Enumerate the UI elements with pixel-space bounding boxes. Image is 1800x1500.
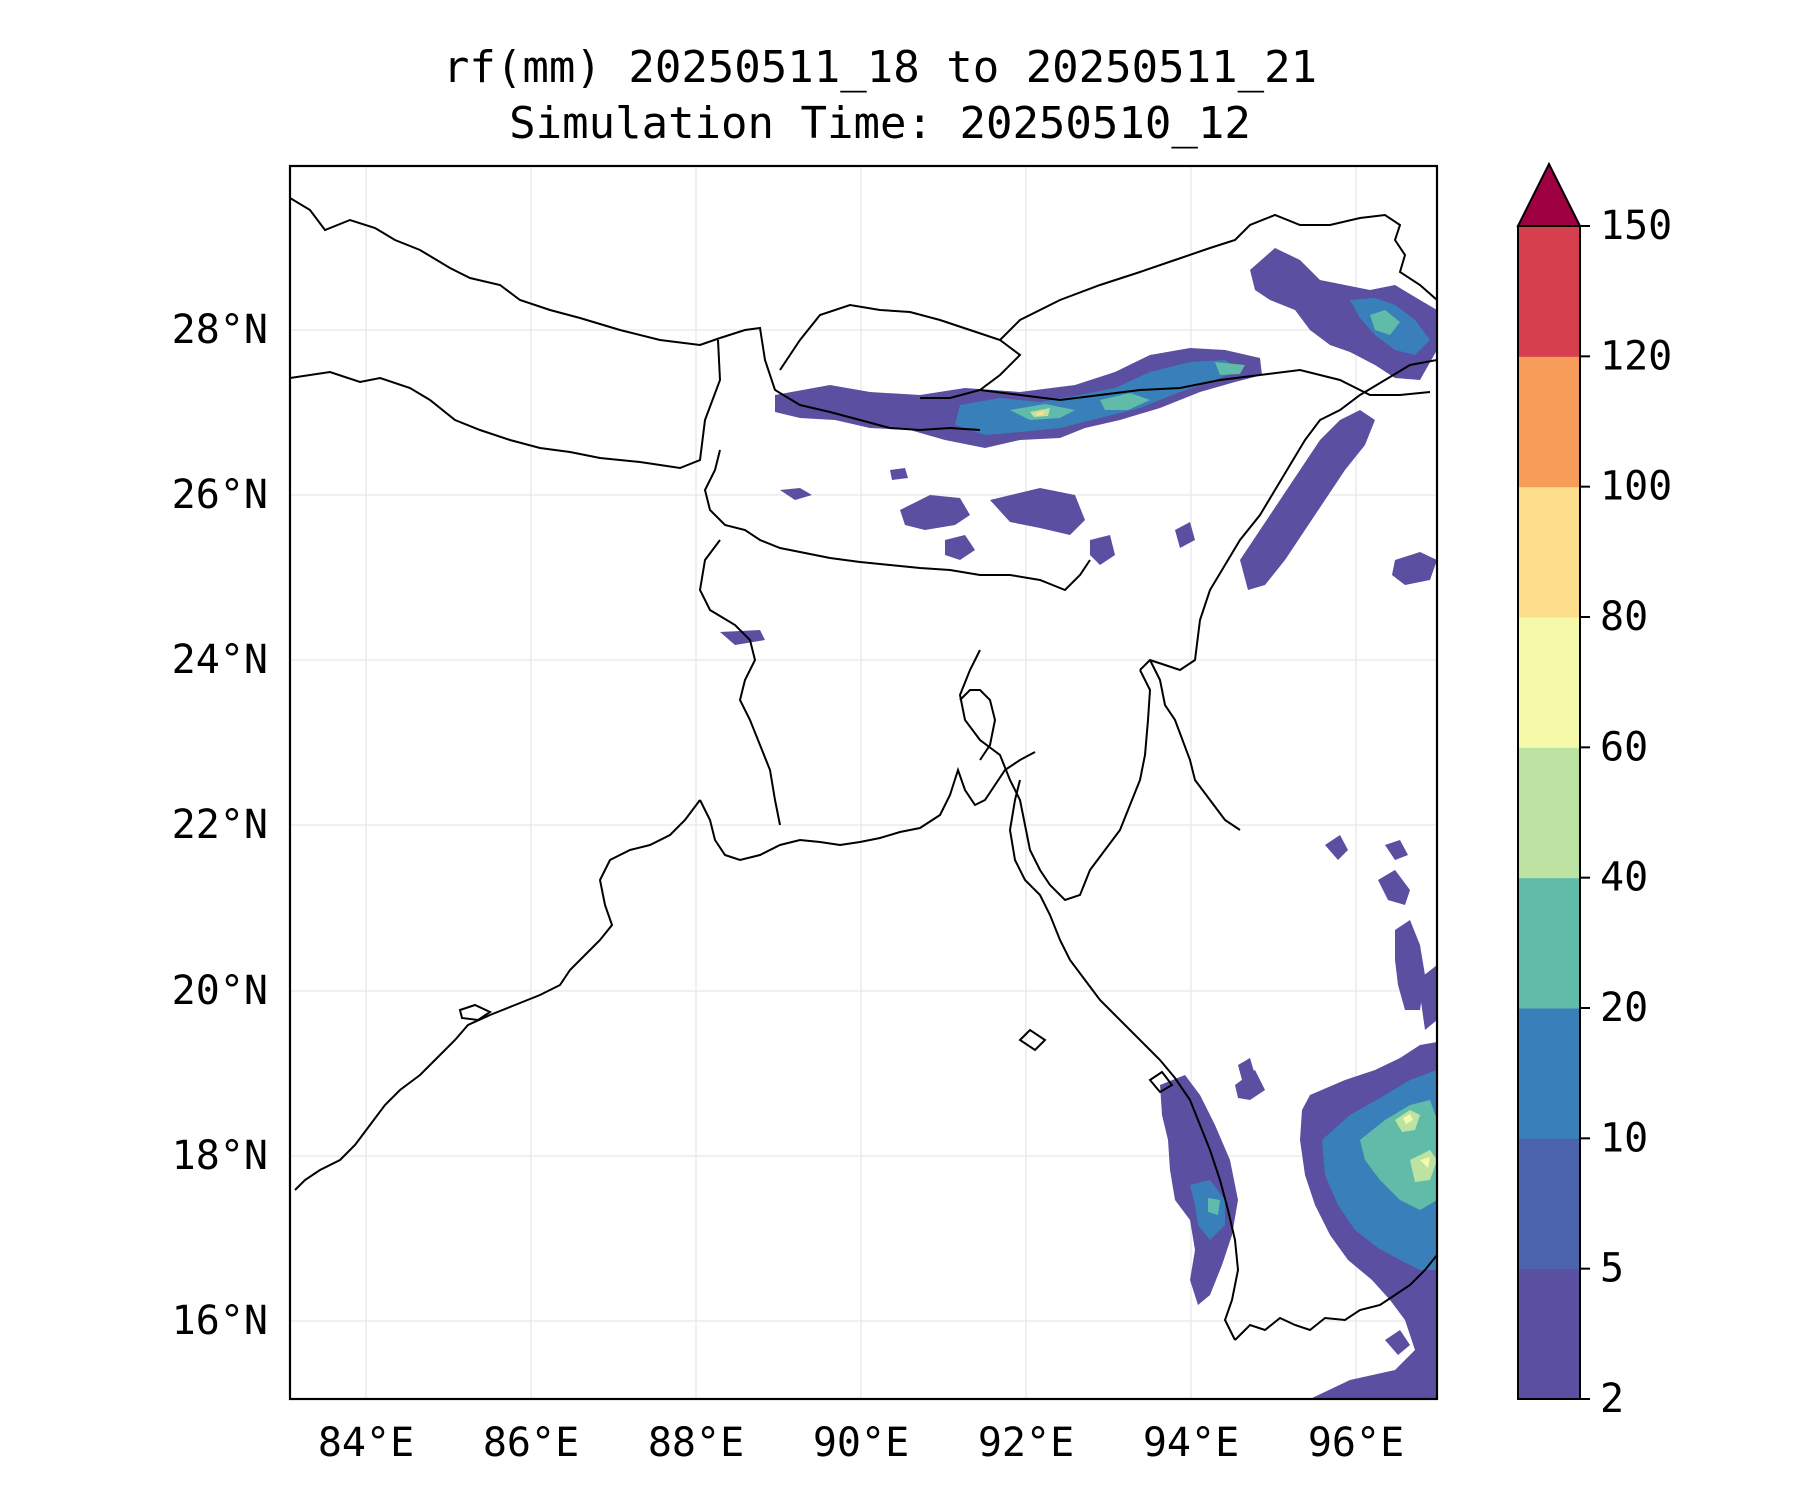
- map-content: [290, 197, 1437, 1399]
- lat-tick-label: 16°N: [172, 1298, 268, 1344]
- coast-islands: [458, 1003, 1174, 1094]
- nepal-south-border: [290, 339, 722, 470]
- rain-area-northeast-20: [1370, 310, 1400, 335]
- lon-tick-label: 94°E: [1143, 1420, 1239, 1466]
- colorbar-tick-label: 100: [1600, 464, 1672, 510]
- myanmar-north-border: [1139, 359, 1437, 672]
- lat-tick-label: 22°N: [172, 802, 268, 848]
- colorbar: 2 5 10 20 40 60 80 100 120 150: [1516, 161, 1672, 1422]
- colorbar-tick-label: 150: [1600, 203, 1672, 249]
- colorbar-segment: [1518, 1268, 1580, 1400]
- irrawaddy-delta-coast: [1234, 1254, 1437, 1341]
- colorbar-segment: [1518, 617, 1580, 748]
- lon-tick-label: 90°E: [813, 1420, 909, 1466]
- rain-area-northeast: [1250, 248, 1437, 380]
- bangladesh-northwest: [703, 449, 1091, 592]
- colorbar-tick-label: 120: [1600, 333, 1672, 379]
- rainfall-contours: [720, 248, 1437, 1399]
- india-east-coast: [294, 799, 701, 1191]
- gridlines: [290, 166, 1437, 1399]
- bangladesh-east: [958, 649, 1152, 902]
- rain-area-assam-band-80: [1036, 411, 1044, 416]
- lon-tick-label: 96°E: [1308, 1420, 1404, 1466]
- tripura-loop: [959, 689, 997, 761]
- nepal-north-border: [290, 197, 721, 347]
- lon-tick-label: 86°E: [483, 1420, 579, 1466]
- china-north-border: [999, 213, 1437, 341]
- colorbar-segment: [1518, 877, 1580, 1009]
- rain-area-east-edge: [1238, 835, 1437, 1080]
- bangladesh-west: [698, 539, 781, 826]
- rain-area-myanmar-coast-20: [1208, 1198, 1220, 1215]
- colorbar-tick-label: 2: [1600, 1376, 1624, 1422]
- colorbar-tick-label: 80: [1600, 594, 1648, 640]
- longitude-axis: 84°E 86°E 88°E 90°E 92°E 94°E 96°E: [318, 1420, 1404, 1466]
- lat-tick-label: 24°N: [172, 637, 268, 683]
- lat-tick-label: 26°N: [172, 472, 268, 518]
- bhutan-border: [779, 303, 1022, 399]
- rain-area-eastern-ridge: [1240, 410, 1375, 590]
- colorbar-tick-label: 5: [1600, 1246, 1624, 1292]
- latitude-axis: 16°N 18°N 20°N 22°N 24°N 26°N 28°N: [172, 307, 268, 1344]
- rain-area-myanmar-coast-10: [1190, 1180, 1225, 1240]
- lat-tick-label: 20°N: [172, 968, 268, 1014]
- lat-tick-label: 18°N: [172, 1133, 268, 1179]
- colorbar-segment: [1518, 226, 1580, 357]
- myanmar-interior-border: [1149, 659, 1241, 831]
- colorbar-tick-label: 40: [1600, 855, 1648, 901]
- bay-of-bengal-north-coast: [699, 751, 1036, 862]
- lon-tick-label: 88°E: [648, 1420, 744, 1466]
- coastlines-and-borders: [290, 197, 1437, 1341]
- myanmar-west-coast: [1008, 779, 1240, 1341]
- india-nepal-east: [719, 326, 981, 432]
- colorbar-tick-label: 20: [1600, 985, 1648, 1031]
- colorbar-segment: [1518, 486, 1580, 618]
- map-title-line-2: Simulation Time: 20250510_12: [509, 98, 1251, 149]
- rain-area-south-east-60: [1403, 1114, 1430, 1168]
- colorbar-tick-label: 10: [1600, 1115, 1648, 1161]
- colorbar-extend-arrow: [1516, 161, 1582, 227]
- assam-arunachal-border: [979, 368, 1431, 402]
- lat-tick-label: 28°N: [172, 307, 268, 353]
- lon-tick-label: 84°E: [318, 1420, 414, 1466]
- map-title-line-1: rf(mm) 20250511_18 to 20250511_21: [442, 42, 1318, 93]
- lon-tick-label: 92°E: [978, 1420, 1074, 1466]
- rain-area-central-scatter: [900, 488, 1195, 565]
- colorbar-segment: [1518, 1138, 1580, 1270]
- colorbar-segment: [1518, 1008, 1580, 1139]
- rain-area-south-east-20: [1360, 1100, 1437, 1210]
- rain-area-south-edge: [1380, 1330, 1410, 1395]
- rain-area-assam-band: [775, 348, 1262, 448]
- map-frame: [288, 164, 1439, 1401]
- colorbar-segment: [1518, 356, 1580, 488]
- colorbar-frame: [1517, 225, 1581, 1400]
- colorbar-tick-label: 60: [1600, 724, 1648, 770]
- colorbar-segment: [1518, 747, 1580, 879]
